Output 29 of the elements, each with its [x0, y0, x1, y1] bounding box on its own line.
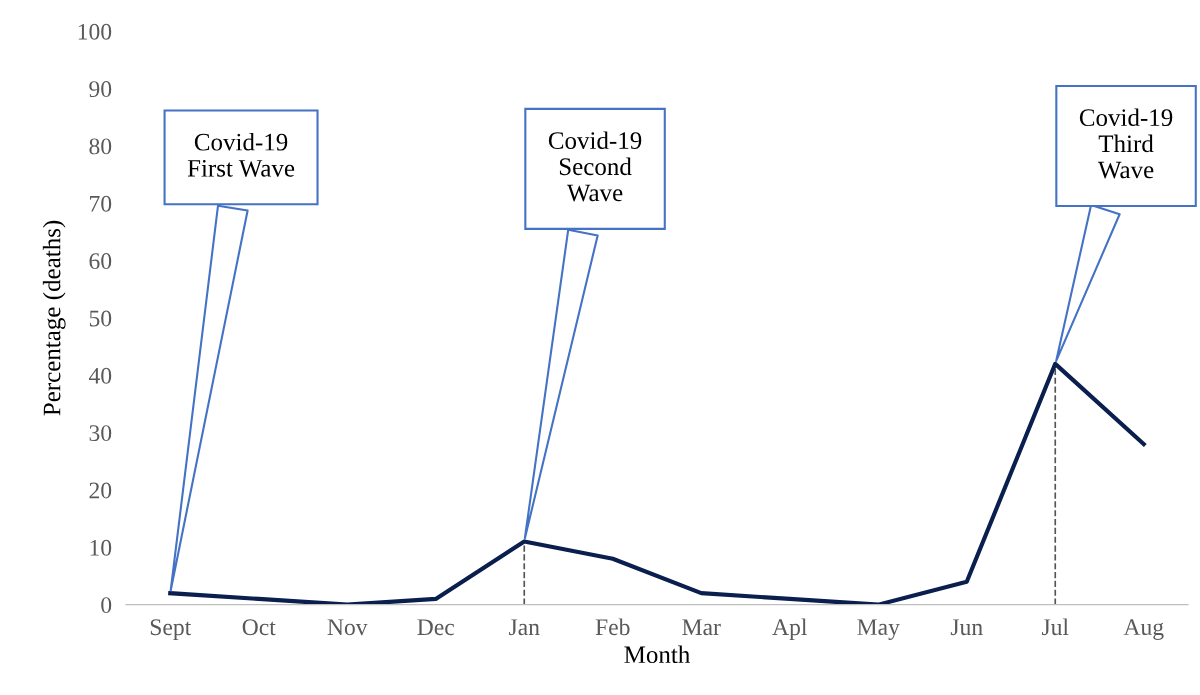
x-tick-label: Aug [1123, 619, 1164, 640]
y-tick-label: 60 [89, 253, 112, 270]
x-tick-label: Jul [1041, 618, 1069, 636]
y-tick-label: 100 [78, 23, 112, 40]
y-axis-title: Percentage (deaths) [42, 220, 66, 416]
x-tick-label: Feb [595, 618, 630, 636]
x-tick-label: Jun [950, 619, 983, 636]
x-tick-label: Dec [417, 619, 455, 636]
x-tick-label: Jan [509, 619, 540, 636]
x-tick-label: Sept [150, 619, 192, 640]
x-tick-label: May [857, 619, 900, 640]
line-series [168, 361, 1146, 605]
x-axis-title: Month [624, 645, 691, 664]
annotation: Covid-19 Third Wave [1079, 108, 1173, 179]
y-tick-label: 70 [90, 195, 112, 212]
y-tick-label: 20 [89, 482, 112, 499]
y-tick-label: 40 [88, 367, 112, 384]
annotation: Covid-19 Second Wave [548, 131, 642, 202]
x-tick-label: Nov [327, 619, 368, 636]
x-tick-label: Mar [682, 619, 721, 636]
y-tick-label: 10 [90, 539, 112, 556]
y-tick-label: 50 [89, 310, 112, 327]
y-tick-label: 90 [89, 81, 112, 98]
y-tick-label: 0 [101, 597, 112, 614]
x-tick-label: Oct [242, 619, 276, 636]
x-tick-label: Apl [772, 618, 807, 640]
annotation: Covid-19 First Wave [187, 133, 295, 177]
y-tick-label: 30 [89, 425, 112, 442]
y-tick-label: 80 [89, 138, 112, 155]
